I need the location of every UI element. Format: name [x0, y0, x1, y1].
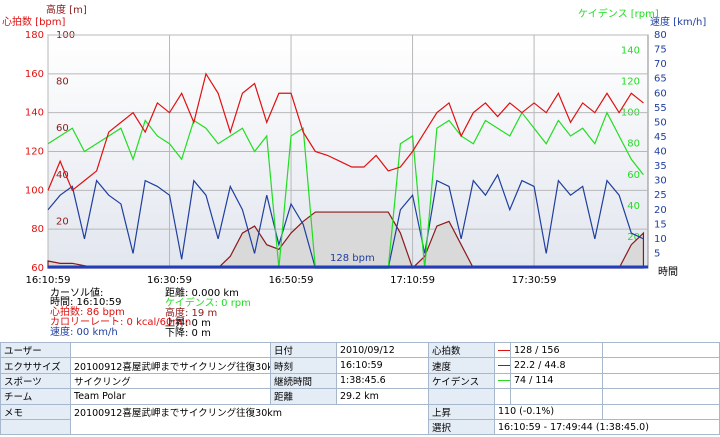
y-tick-label: 65: [654, 74, 667, 85]
y-tick-label: 60: [654, 88, 667, 99]
y-tick-label: 20: [627, 232, 640, 243]
y-tick-label: 180: [25, 30, 44, 41]
cell: 20100912喜屋武岬までサイクリング往復30km: [70, 403, 429, 436]
cell: 22.2 / 44.8: [510, 357, 603, 374]
y-tick-label: 75: [654, 45, 667, 56]
y-tick-label: 120: [621, 77, 640, 88]
y-tick-label: 140: [621, 46, 640, 57]
cell: [602, 372, 720, 390]
y-tick-label: 80: [56, 77, 69, 88]
cursor-value: カロリーレート: 0 kcal/60min: [50, 316, 191, 328]
y-tick-label: 55: [654, 103, 667, 114]
cursor-value: 上昇: 0 m: [165, 317, 211, 329]
x-axis-label: 時間: [658, 266, 678, 278]
cell: サイクリング: [70, 372, 271, 390]
y-tick-label: 100: [25, 185, 44, 196]
x-tick-label: 17:10:59: [390, 275, 435, 286]
cell: [70, 341, 271, 359]
cell: [510, 388, 603, 405]
cursor-value: ケイデンス: 0 rpm: [165, 296, 251, 309]
cell: [494, 388, 511, 405]
cursor-value: 下降: 0 m: [165, 326, 211, 339]
cell: [602, 403, 720, 420]
y-tick-label: 5: [654, 248, 660, 259]
cell: 1:38:45.6: [336, 372, 429, 390]
y-tick-label: 120: [25, 147, 44, 158]
data-line: [47, 72, 644, 192]
cursor-title: カーソル値:: [50, 286, 103, 299]
y-tick-label: 160: [25, 69, 44, 80]
axis-title: 速度 [km/h]: [650, 15, 706, 28]
cell: 74 / 114: [510, 372, 603, 390]
y-tick-label: 30: [654, 176, 667, 187]
x-tick-label: 16:10:59: [26, 275, 71, 286]
cell: 上昇: [428, 403, 495, 420]
cell: 20100912喜屋武岬までサイクリング往復30k: [70, 357, 271, 374]
annotation: 128 bpm: [330, 253, 375, 264]
cell: 16:10:59 - 17:49:44 (1:38:45.0): [494, 418, 720, 436]
cell: 日付: [270, 341, 337, 359]
cell: チーム: [0, 388, 71, 405]
y-tick-label: 140: [25, 108, 44, 119]
cell: エクササイズ: [0, 357, 71, 374]
axis-title: 心拍数 [bpm]: [2, 15, 66, 28]
cell: 29.2 km: [336, 388, 429, 405]
cell: [602, 388, 720, 405]
y-tick-label: 15: [654, 219, 667, 230]
y-tick-label: 35: [654, 161, 667, 172]
cell: 距離: [270, 388, 337, 405]
cell: ケイデンス: [428, 372, 495, 390]
y-tick-label: 50: [654, 117, 667, 128]
cell: メモ: [0, 403, 71, 420]
cell: 110 (-0.1%): [494, 403, 603, 420]
y-tick-label: 70: [654, 59, 667, 70]
axis-title: ケイデンス [rpm]: [578, 7, 659, 20]
cell: [494, 357, 511, 374]
y-tick-label: 60: [56, 123, 69, 134]
y-tick-label: 80: [627, 139, 640, 150]
cell: [602, 357, 720, 374]
y-tick-label: 20: [654, 205, 667, 216]
cursor-value: 心拍数: 86 bpm: [50, 305, 125, 318]
y-tick-label: 40: [627, 201, 640, 212]
y-tick-label: 80: [31, 224, 44, 235]
cell: [494, 341, 511, 359]
cell: 128 / 156: [510, 341, 603, 359]
y-tick-label: 20: [56, 216, 69, 227]
cursor-value: 高度: 19 m: [165, 306, 217, 319]
cell: [0, 418, 71, 436]
cell: [428, 388, 495, 405]
cell: 速度: [428, 357, 495, 374]
cell: [602, 341, 720, 359]
cursor-value: 時間: 16:10:59: [50, 296, 121, 308]
cell: ユーザー: [0, 341, 71, 359]
x-tick-label: 16:50:59: [269, 275, 314, 286]
y-tick-label: 60: [627, 170, 640, 181]
cell: 時刻: [270, 357, 337, 374]
y-tick-label: 40: [654, 147, 667, 158]
axis-title: 高度 [m]: [46, 3, 87, 16]
cell: 16:10:59: [336, 357, 429, 374]
cell: 2010/09/12: [336, 341, 429, 359]
cell: 選択: [428, 418, 495, 436]
cell: 継続時間: [270, 372, 337, 390]
y-tick-label: 60: [31, 263, 44, 274]
y-tick-label: 25: [654, 190, 667, 201]
summary-table: ユーザー 日付 2010/09/12 心拍数 128 / 156 エクササイズ 20100…: [0, 341, 720, 436]
y-tick-label: 80: [654, 30, 667, 41]
cursor-value: 距離: 0.000 km: [165, 286, 239, 299]
y-tick-label: 45: [654, 132, 667, 143]
x-tick-label: 17:30:59: [512, 275, 557, 286]
x-tick-label: 16:30:59: [147, 275, 192, 286]
y-tick-label: 10: [654, 234, 667, 245]
cursor-value: 速度: 00 km/h: [50, 325, 118, 338]
cell: 心拍数: [428, 341, 495, 359]
cell: [494, 372, 511, 390]
y-tick-label: 40: [56, 170, 69, 181]
cell: スポーツ: [0, 372, 71, 390]
cell: Team Polar: [70, 388, 271, 405]
